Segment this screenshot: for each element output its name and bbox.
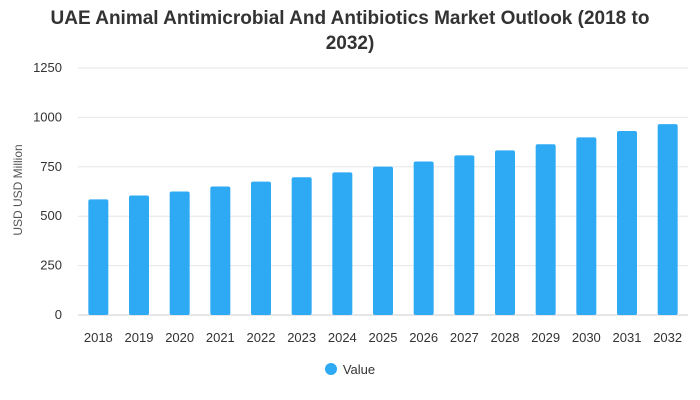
y-tick-label: 0: [55, 307, 62, 322]
chart-title: UAE Animal Antimicrobial And Antibiotics…: [0, 6, 700, 56]
legend-swatch: [324, 363, 337, 375]
chart-title-line-1: UAE Animal Antimicrobial And Antibiotics…: [50, 8, 650, 29]
legend[interactable]: Value: [0, 362, 700, 377]
x-tick-label: 2020: [165, 330, 194, 345]
bar-2029[interactable]: [535, 144, 556, 315]
x-tick-label: 2025: [369, 330, 398, 345]
bar-2026[interactable]: [413, 161, 434, 315]
x-axis-ticks: 2018 2019 2020 2021 2022 2023 2024 2025 2026 2027…: [84, 330, 682, 345]
bar-2031[interactable]: [617, 131, 637, 315]
bar-2028[interactable]: [495, 150, 515, 315]
x-tick-label: 2032: [653, 330, 682, 345]
y-tick-label: 1250: [33, 60, 62, 75]
x-tick-label: 2022: [247, 330, 276, 345]
bar-2027[interactable]: [454, 155, 475, 315]
y-axis-ticks: 0 250 500 750 1000 1250: [33, 60, 62, 322]
y-tick-label: 250: [40, 258, 62, 273]
x-tick-label: 2026: [409, 330, 438, 345]
x-tick-label: 2028: [491, 330, 520, 345]
bar-2025[interactable]: [373, 166, 393, 315]
bar-2024[interactable]: [332, 172, 353, 315]
x-tick-label: 2019: [125, 330, 154, 345]
y-tick-label: 500: [40, 208, 62, 223]
y-tick-label: 1000: [33, 109, 62, 124]
x-tick-label: 2023: [287, 330, 316, 345]
x-tick-label: 2031: [613, 330, 642, 345]
bar-2021[interactable]: [210, 186, 231, 315]
x-tick-label: 2030: [572, 330, 601, 345]
x-tick-label: 2018: [84, 330, 113, 345]
y-tick-label: 750: [40, 159, 62, 174]
x-tick-label: 2029: [531, 330, 560, 345]
bar-2030[interactable]: [576, 137, 597, 315]
x-tick-label: 2021: [206, 330, 235, 345]
x-tick-label: 2027: [450, 330, 479, 345]
bar-2019[interactable]: [129, 195, 149, 315]
bar-2022[interactable]: [251, 181, 271, 315]
bar-2018[interactable]: [88, 199, 109, 315]
chart-title-line-2: 2032): [325, 33, 375, 54]
x-tick-label: 2024: [328, 330, 357, 345]
bar-2032[interactable]: [657, 124, 678, 315]
y-axis-title: USD USD Million: [11, 144, 25, 235]
bar-2020[interactable]: [169, 191, 190, 316]
legend-label: Value: [342, 362, 376, 377]
bars: [88, 124, 678, 316]
bar-2023[interactable]: [291, 177, 312, 315]
